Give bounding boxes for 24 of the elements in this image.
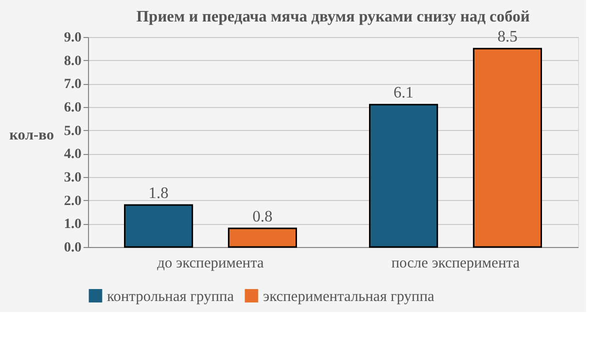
y-tick-label: 8.0 [64,54,82,69]
x-tick-label: после эксперимента [391,256,520,272]
data-label: 0.8 [252,208,272,226]
y-tick-label: 0.0 [64,240,82,256]
y-tick-label: 9.0 [64,30,82,46]
y-tick-label: 1.0 [64,217,82,232]
bar [124,204,194,248]
x-tick-label: до эксперимента [157,256,264,272]
y-tick-label: 3.0 [64,170,82,186]
data-label: 8.5 [497,28,518,46]
data-label: 1.8 [148,185,169,202]
y-axis-title: кол-во [9,128,54,144]
chart-title: Прием и передача мяча двумя руками снизу над собой [136,8,530,26]
legend-label: контрольная группа [107,288,234,305]
y-tick-label: 2.0 [64,194,82,209]
y-tick-label: 5.0 [64,124,82,139]
legend-label: экспериментальная группа [263,288,435,305]
y-tick-label: 7.0 [64,77,82,92]
bar [472,48,542,248]
bar [228,228,297,248]
bar [369,104,438,248]
data-label: 6.1 [394,84,414,102]
y-tick-label: 4.0 [64,147,82,162]
y-tick-label: 6.0 [64,100,82,116]
